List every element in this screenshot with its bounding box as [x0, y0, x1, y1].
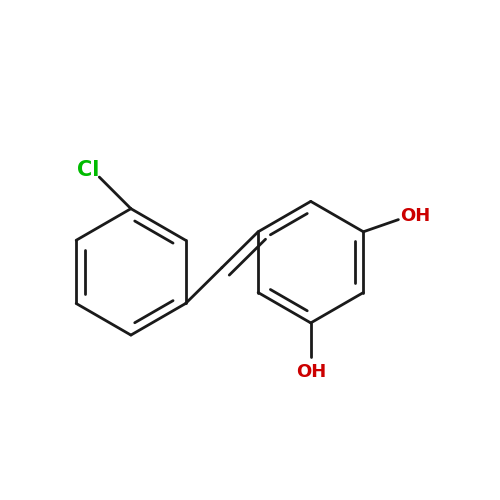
Text: OH: OH — [400, 206, 430, 224]
Text: OH: OH — [296, 363, 326, 381]
Text: Cl: Cl — [78, 160, 100, 180]
